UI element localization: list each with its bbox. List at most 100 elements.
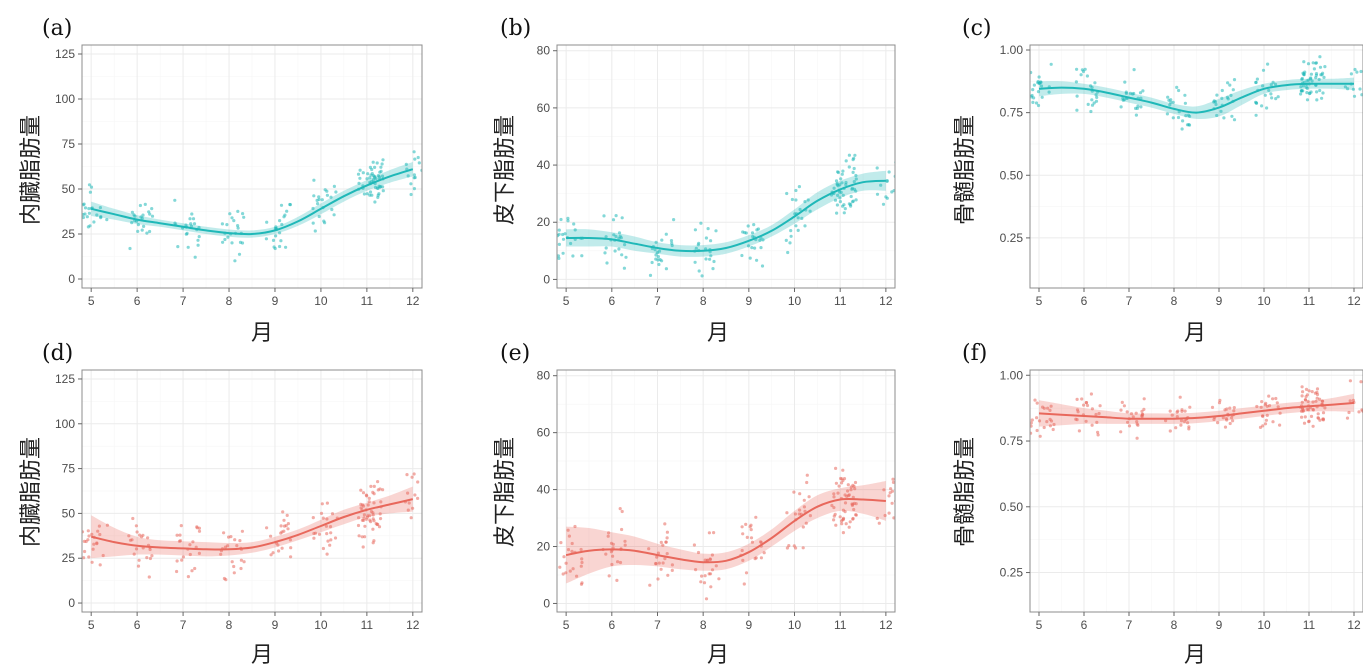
data-point bbox=[88, 224, 92, 228]
data-point bbox=[605, 261, 609, 265]
y-tick-label: 20 bbox=[537, 540, 551, 554]
data-point bbox=[328, 543, 332, 547]
data-point bbox=[285, 209, 289, 213]
data-point bbox=[883, 513, 887, 518]
x-tick-label: 10 bbox=[1257, 618, 1271, 632]
data-point bbox=[416, 480, 420, 484]
data-point bbox=[1165, 112, 1169, 116]
x-tick-label: 9 bbox=[745, 294, 752, 308]
data-point bbox=[792, 544, 796, 548]
data-point bbox=[1299, 92, 1303, 96]
data-point bbox=[706, 227, 710, 231]
data-point bbox=[1174, 426, 1178, 430]
data-point bbox=[1167, 98, 1171, 102]
data-point bbox=[1318, 88, 1322, 93]
data-point bbox=[663, 522, 667, 526]
data-point bbox=[1131, 415, 1135, 419]
data-point bbox=[1131, 92, 1135, 96]
data-point bbox=[561, 572, 565, 576]
data-point bbox=[762, 551, 766, 555]
data-point bbox=[850, 502, 854, 506]
data-point bbox=[286, 522, 290, 526]
confidence-band bbox=[1039, 77, 1354, 120]
data-point bbox=[759, 246, 763, 250]
data-point bbox=[416, 496, 420, 500]
data-point bbox=[785, 511, 789, 515]
data-point bbox=[804, 521, 808, 525]
data-point bbox=[137, 558, 141, 562]
data-point bbox=[1303, 415, 1307, 419]
data-point bbox=[1221, 416, 1225, 420]
data-point bbox=[1094, 93, 1098, 97]
data-point bbox=[746, 244, 751, 248]
data-point bbox=[570, 549, 574, 554]
data-point bbox=[95, 213, 99, 217]
data-point bbox=[754, 515, 758, 519]
data-point bbox=[1030, 421, 1033, 425]
data-point bbox=[381, 185, 385, 189]
data-point bbox=[1036, 103, 1041, 108]
data-point bbox=[1135, 420, 1139, 424]
data-point bbox=[741, 558, 745, 563]
data-point bbox=[132, 213, 136, 217]
data-point bbox=[282, 215, 286, 219]
data-point bbox=[147, 575, 151, 579]
data-point bbox=[375, 161, 379, 165]
scatter-points bbox=[557, 153, 895, 278]
data-point bbox=[381, 488, 385, 492]
data-point bbox=[1134, 411, 1138, 415]
data-point bbox=[371, 160, 375, 164]
y-tick-label: 75 bbox=[62, 137, 76, 151]
data-point bbox=[851, 483, 855, 487]
data-point bbox=[838, 515, 842, 519]
data-point bbox=[82, 556, 86, 560]
data-point bbox=[1036, 90, 1041, 94]
data-point bbox=[622, 266, 627, 270]
y-tick-label: 75 bbox=[62, 462, 76, 476]
data-point bbox=[787, 544, 791, 548]
data-point bbox=[1085, 403, 1090, 408]
data-point bbox=[369, 484, 373, 488]
data-point bbox=[835, 203, 840, 207]
data-point bbox=[188, 552, 192, 557]
data-point bbox=[360, 518, 364, 522]
data-point bbox=[665, 536, 669, 540]
data-point bbox=[362, 516, 366, 520]
data-point bbox=[833, 512, 837, 516]
data-point bbox=[744, 522, 748, 527]
data-point bbox=[1318, 397, 1322, 401]
data-point bbox=[312, 536, 316, 540]
data-point bbox=[794, 198, 798, 202]
data-point bbox=[372, 484, 376, 488]
data-point bbox=[412, 187, 416, 191]
data-point bbox=[836, 193, 840, 197]
data-point bbox=[188, 543, 192, 547]
data-point bbox=[604, 552, 608, 556]
data-point bbox=[580, 254, 584, 258]
data-point bbox=[1075, 108, 1079, 112]
data-point bbox=[130, 210, 134, 214]
data-point bbox=[1179, 423, 1183, 427]
data-point bbox=[1315, 98, 1319, 102]
data-point bbox=[356, 172, 361, 176]
data-point bbox=[832, 186, 836, 190]
data-point bbox=[746, 224, 750, 228]
data-point bbox=[1232, 78, 1237, 82]
data-point bbox=[1094, 412, 1098, 417]
data-point bbox=[708, 557, 712, 561]
data-point bbox=[1141, 89, 1145, 93]
data-point bbox=[889, 487, 893, 491]
data-point bbox=[1039, 84, 1044, 88]
data-point bbox=[753, 246, 757, 250]
data-point bbox=[145, 231, 149, 235]
data-point bbox=[654, 240, 658, 244]
data-point bbox=[1300, 385, 1304, 389]
data-point bbox=[794, 188, 798, 193]
data-point bbox=[373, 165, 377, 169]
data-point bbox=[648, 273, 653, 277]
data-point bbox=[1261, 84, 1265, 88]
data-point bbox=[1269, 83, 1273, 87]
data-point bbox=[1300, 76, 1304, 81]
data-point bbox=[879, 183, 883, 187]
data-point bbox=[1092, 101, 1096, 105]
